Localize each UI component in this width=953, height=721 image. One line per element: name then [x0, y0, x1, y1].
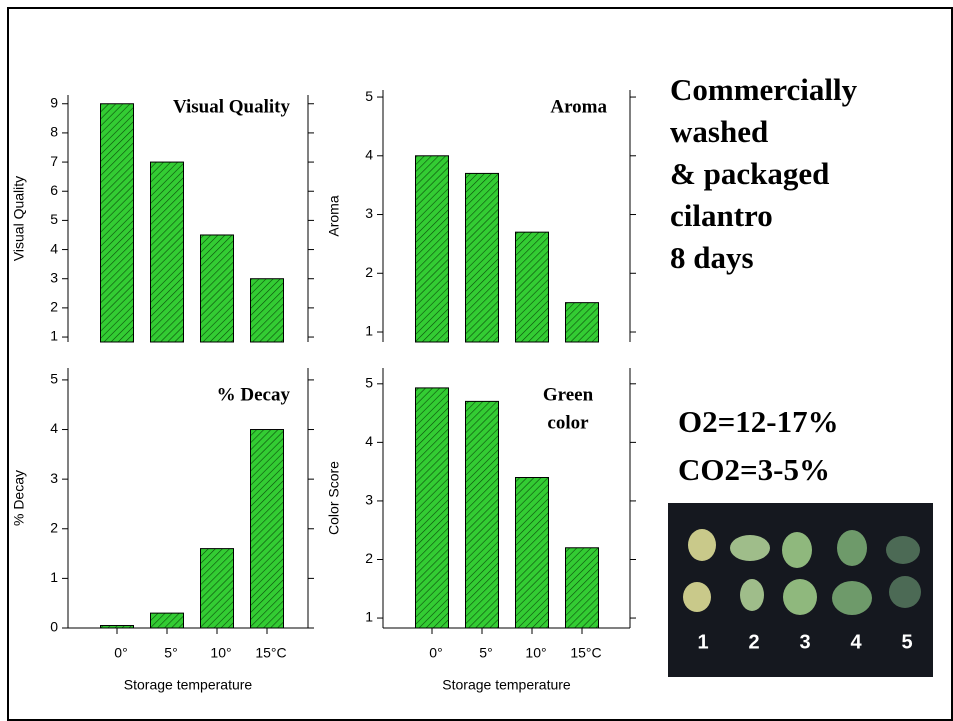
y-axis-label: % Decay — [11, 470, 27, 526]
photo-label: 1 — [697, 631, 708, 653]
bar — [566, 303, 599, 342]
chart-title: color — [547, 412, 589, 433]
slide: Commercially washed & packaged cilantro 8 da… — [0, 0, 953, 721]
y-axis-label: Color Score — [326, 461, 342, 535]
x-tick-label: 10° — [525, 645, 546, 661]
y-tick-label: 4 — [50, 240, 58, 256]
bar — [151, 613, 184, 628]
y-tick-label: 1 — [50, 328, 58, 344]
heading-line: Commercially — [670, 72, 858, 107]
x-tick-label: 15°C — [570, 645, 601, 661]
y-tick-label: 3 — [365, 492, 373, 508]
y-tick-label: 8 — [50, 124, 58, 140]
bar — [516, 478, 549, 628]
charts: 1 2 3 4 5 6 7 8 9 Visual Quality Visual Quality 1 2 3… — [11, 88, 636, 693]
y-tick-label: 0 — [50, 619, 58, 635]
heading-line: cilantro — [670, 198, 773, 233]
y-tick-label: 4 — [365, 146, 373, 162]
y-tick-label: 3 — [365, 205, 373, 221]
bar — [101, 626, 134, 628]
y-tick-label: 5 — [365, 375, 373, 391]
x-axis-label: Storage temperature — [442, 677, 571, 693]
gas-line: CO2=3-5% — [678, 452, 830, 487]
y-tick-label: 4 — [365, 433, 373, 449]
chart-title: % Decay — [217, 384, 291, 405]
x-tick-label: 5° — [164, 645, 177, 661]
y-tick-label: 6 — [50, 182, 58, 198]
bar — [201, 235, 234, 342]
x-tick-label: 0° — [429, 645, 442, 661]
bar — [201, 549, 234, 628]
chart-title: Visual Quality — [173, 96, 291, 117]
photo-label: 5 — [901, 631, 912, 653]
x-axis-label: Storage temperature — [124, 677, 253, 693]
chart-title: Green — [543, 384, 594, 405]
photo-label: 4 — [850, 631, 862, 653]
x-tick-label: 0° — [114, 645, 127, 661]
y-tick-label: 2 — [365, 264, 373, 280]
y-tick-label: 2 — [50, 299, 58, 315]
bar — [151, 162, 184, 342]
x-tick-label: 5° — [479, 645, 492, 661]
y-tick-label: 3 — [50, 470, 58, 486]
y-tick-label: 4 — [50, 420, 58, 436]
bar — [416, 388, 449, 628]
gas-line: O2=12-17% — [678, 404, 839, 439]
photo-label: 2 — [748, 631, 759, 653]
x-tick-label: 10° — [210, 645, 231, 661]
y-tick-label: 1 — [50, 569, 58, 585]
y-tick-label: 5 — [365, 88, 373, 104]
y-tick-label: 2 — [365, 550, 373, 566]
heading: Commercially washed & packaged cilantro 8 da… — [670, 72, 858, 275]
y-tick-label: 5 — [50, 211, 58, 227]
y-tick-label: 2 — [50, 519, 58, 535]
gas-levels: O2=12-17% CO2=3-5% — [678, 404, 839, 487]
y-axis-label: Aroma — [326, 195, 342, 236]
x-tick-label: 15°C — [255, 645, 286, 661]
bar — [251, 279, 284, 342]
bar — [101, 104, 134, 342]
y-tick-label: 7 — [50, 153, 58, 169]
y-tick-label: 1 — [365, 323, 373, 339]
bar — [251, 430, 284, 628]
heading-line: & packaged — [670, 156, 829, 191]
y-tick-label: 9 — [50, 94, 58, 110]
bar — [466, 173, 499, 342]
photo-label: 3 — [799, 631, 810, 653]
bar — [566, 548, 599, 628]
heading-line: 8 days — [670, 240, 754, 275]
chart-title: Aroma — [550, 96, 607, 117]
y-tick-label: 1 — [365, 609, 373, 625]
y-tick-label: 5 — [50, 371, 58, 387]
y-tick-label: 3 — [50, 269, 58, 285]
y-axis-label: Visual Quality — [11, 176, 27, 261]
bar — [416, 156, 449, 342]
bar — [466, 401, 499, 628]
heading-line: washed — [670, 114, 768, 149]
bar — [516, 232, 549, 342]
